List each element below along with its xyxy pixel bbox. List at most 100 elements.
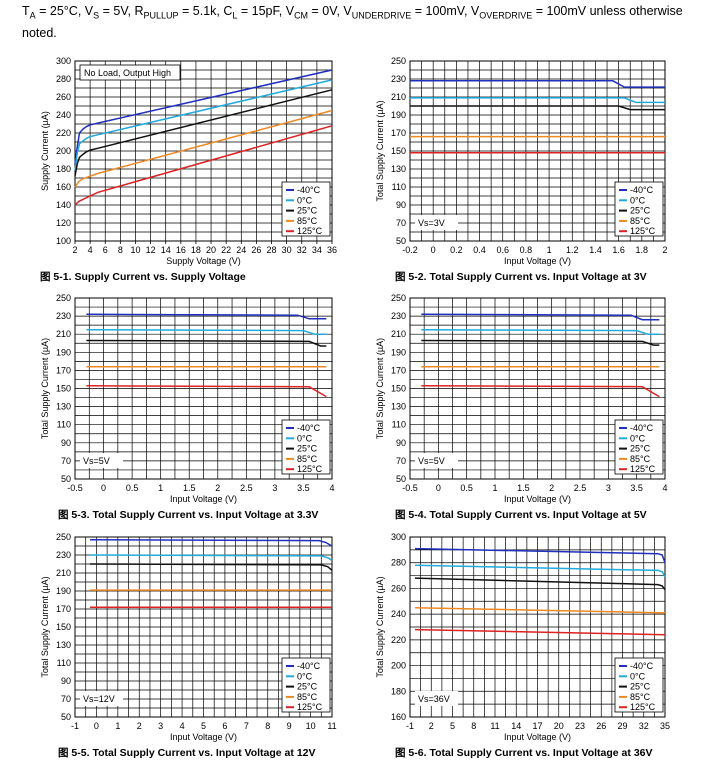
x-tick-label: -1 <box>71 721 79 731</box>
y-tick-label: 280 <box>391 558 406 568</box>
rpullup-label: R <box>134 4 144 18</box>
y-tick-label: 210 <box>391 92 406 102</box>
x-tick-label: 28 <box>267 245 277 255</box>
x-tick-label: 29 <box>617 721 627 731</box>
figure-caption: 图 5-6. Total Supply Current vs. Input Vo… <box>395 747 653 759</box>
voverdrive-sub: OVERDRIVE <box>479 10 533 21</box>
x-tick-label: -0.5 <box>67 483 83 493</box>
legend-label: 25°C <box>297 206 318 216</box>
y-tick-label: 190 <box>56 347 71 357</box>
y-tick-label: 140 <box>56 200 71 210</box>
legend-label: 85°C <box>297 692 318 702</box>
annotation-box <box>79 64 181 81</box>
y-tick-label: 240 <box>391 609 406 619</box>
x-tick-label: 0.4 <box>473 245 486 255</box>
y-tick-label: 70 <box>61 694 71 704</box>
x-tick-label: 0.8 <box>520 245 533 255</box>
x-tick-label: 32 <box>297 245 307 255</box>
y-tick-label: 50 <box>61 474 71 484</box>
x-tick-label: 8 <box>118 245 123 255</box>
rpullup-sub: PULLUP <box>143 10 179 21</box>
legend-label: 125°C <box>297 464 323 474</box>
y-tick-label: 230 <box>391 74 406 84</box>
legend-label: 0°C <box>297 433 313 443</box>
x-axis-title: Input Voltage (V) <box>504 732 571 742</box>
series-line-25°C <box>414 577 666 591</box>
x-tick-label: -0.5 <box>402 483 418 493</box>
x-tick-label: 2.5 <box>240 483 253 493</box>
y-tick-label: 90 <box>61 676 71 686</box>
x-tick-label: 23 <box>575 721 585 731</box>
x-tick-label: 36 <box>327 245 337 255</box>
series-line-85°C <box>74 109 333 188</box>
caption-number: 图 5-5. <box>58 747 92 759</box>
figure-caption: 图 5-3. Total Supply Current vs. Input Vo… <box>58 509 318 521</box>
x-tick-label: 11 <box>327 721 336 731</box>
vs-label: V <box>84 4 94 18</box>
vcm-label: V <box>285 4 295 18</box>
annotation-box <box>415 691 458 706</box>
x-tick-label: 6 <box>103 245 108 255</box>
x-tick-label: 32 <box>639 721 649 731</box>
y-tick-label: 210 <box>391 329 406 339</box>
y-tick-label: 110 <box>392 182 406 192</box>
y-tick-label: 110 <box>392 420 406 430</box>
y-tick-label: 110 <box>57 658 71 668</box>
x-tick-label: 1 <box>158 483 163 493</box>
series-line-0°C <box>86 328 327 335</box>
x-tick-label: 11 <box>490 721 499 731</box>
x-tick-label: 2 <box>429 721 434 731</box>
series-line-0°C <box>410 97 665 104</box>
series-line--40°C <box>410 80 665 88</box>
y-tick-label: 100 <box>56 236 71 246</box>
legend-label: 125°C <box>297 702 323 712</box>
x-tick-label: 2 <box>215 483 220 493</box>
plot-frame <box>409 536 666 718</box>
series-line-25°C <box>421 339 660 346</box>
y-tick-label: 190 <box>391 347 406 357</box>
caption-number: 图 5-3. <box>58 509 92 521</box>
legend-label: 85°C <box>297 454 318 464</box>
series-line--40°C <box>86 313 327 320</box>
x-tick-label: 12 <box>146 245 156 255</box>
y-tick-label: 160 <box>56 182 71 192</box>
x-tick-label: 2 <box>549 483 554 493</box>
y-tick-label: 90 <box>396 200 406 210</box>
annotation-box <box>415 453 458 468</box>
x-axis-title: Input Voltage (V) <box>170 732 237 742</box>
x-tick-label: 10 <box>130 245 140 255</box>
series-line-125°C <box>414 628 666 636</box>
y-tick-label: 250 <box>391 293 406 303</box>
cl-label: C <box>223 4 233 18</box>
x-axis-title: Input Voltage (V) <box>170 494 237 504</box>
caption-title: Total Supply Current vs. Input Voltage a… <box>92 509 318 521</box>
y-tick-label: 300 <box>391 532 406 542</box>
x-tick-label: 5 <box>201 721 206 731</box>
x-tick-label: 1.5 <box>183 483 196 493</box>
vunderdrive-value: = 100mV, <box>411 4 471 18</box>
y-tick-label: 150 <box>391 146 406 156</box>
series-line-0°C <box>421 328 660 335</box>
caption-number: 图 5-1. <box>40 271 74 283</box>
x-tick-label: 8 <box>265 721 270 731</box>
y-tick-label: 180 <box>56 164 71 174</box>
x-tick-label: 1 <box>115 721 120 731</box>
annotation-text: Vs=5V <box>418 456 445 466</box>
y-tick-label: 200 <box>56 146 71 156</box>
y-tick-label: 130 <box>56 402 71 412</box>
y-tick-label: 50 <box>396 236 406 246</box>
x-tick-label: 20 <box>554 721 564 731</box>
y-axis-title: Total Supply Current (µA) <box>375 576 385 677</box>
legend-label: 125°C <box>630 226 656 236</box>
annotation-box <box>80 453 123 468</box>
series-line-25°C <box>410 105 665 111</box>
legend-label: -40°C <box>630 185 654 195</box>
series-line-85°C <box>414 606 666 614</box>
x-tick-label: 4 <box>662 483 667 493</box>
plot-frame <box>74 536 333 718</box>
y-tick-label: 250 <box>391 56 406 66</box>
y-tick-label: 210 <box>56 568 71 578</box>
x-tick-label: 9 <box>287 721 292 731</box>
legend-label: 125°C <box>630 464 656 474</box>
y-tick-label: 210 <box>56 329 71 339</box>
